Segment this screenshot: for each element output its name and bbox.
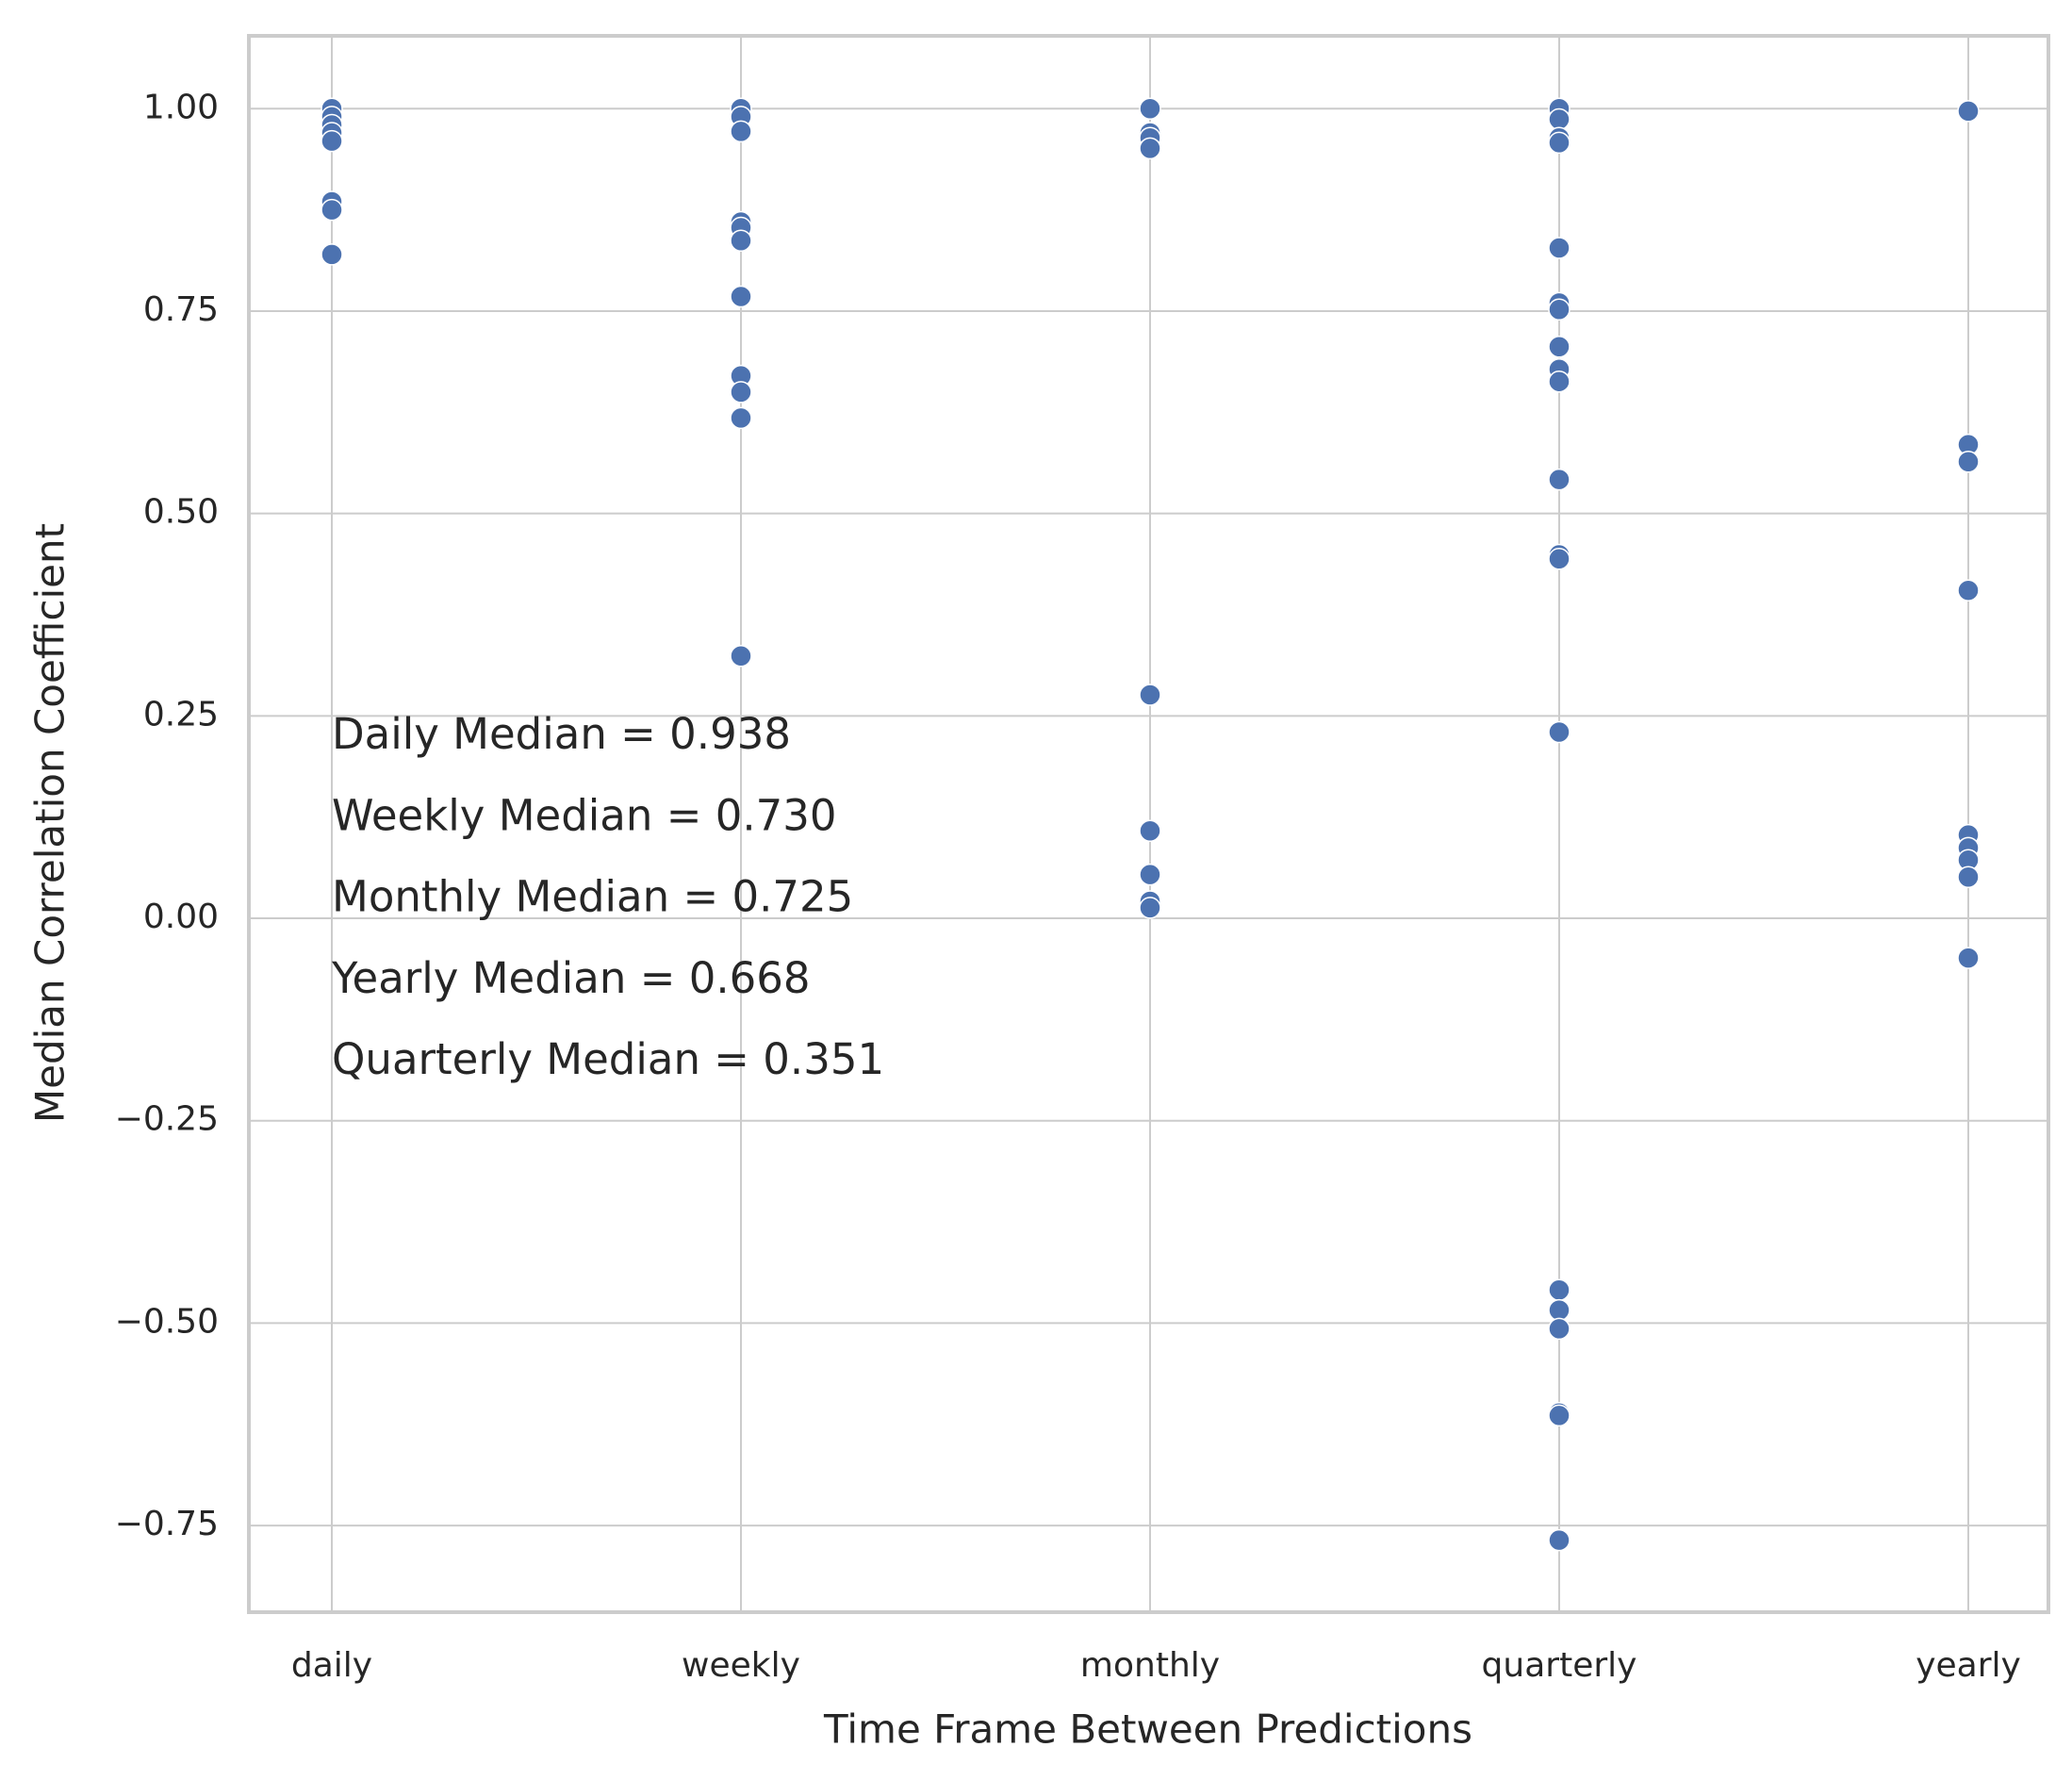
data-point [1548, 1528, 1570, 1552]
plot-frame [247, 34, 2050, 1614]
data-point [1548, 237, 1570, 259]
data-point [1957, 865, 1980, 888]
data-point [1548, 548, 1570, 570]
y-axis-label: Median Correlation Coefficient [27, 523, 74, 1123]
data-point [730, 645, 752, 668]
x-axis-label: Time Frame Between Predictions [823, 1706, 1472, 1753]
data-point [1957, 450, 1980, 473]
data-point [1548, 720, 1570, 744]
data-point [1548, 336, 1570, 358]
data-point [1548, 107, 1570, 131]
data-point [730, 381, 752, 404]
data-point [730, 120, 752, 143]
y-tick-label: 0.25 [143, 695, 219, 733]
data-point [730, 229, 752, 253]
annotation: Daily Median = 0.938 [332, 709, 791, 759]
y-tick-label: 0.00 [143, 898, 219, 936]
x-tick-label: yearly [1916, 1646, 2021, 1685]
data-point [1139, 684, 1161, 706]
annotation: Monthly Median = 0.725 [332, 872, 853, 922]
data-point [1139, 819, 1161, 843]
y-tick-label: 0.75 [143, 290, 219, 329]
x-tick-label: daily [291, 1646, 372, 1685]
data-point [1548, 131, 1570, 155]
data-point [1548, 1404, 1570, 1427]
data-point [1548, 1278, 1570, 1301]
data-point [321, 198, 343, 222]
annotation: Weekly Median = 0.730 [332, 790, 837, 840]
data-point [1957, 579, 1980, 602]
x-tick-label: monthly [1080, 1646, 1220, 1685]
data-point [1548, 370, 1570, 393]
annotation: Quarterly Median = 0.351 [332, 1034, 884, 1084]
data-point [1957, 100, 1980, 123]
data-point [321, 129, 343, 153]
data-point [1548, 1298, 1570, 1322]
data-point [730, 406, 752, 430]
data-point [1548, 1317, 1570, 1341]
data-point [1548, 468, 1570, 491]
data-point [1139, 97, 1161, 121]
data-point [1139, 137, 1161, 160]
y-tick-label: 0.50 [143, 493, 219, 532]
data-point [321, 243, 343, 266]
y-tick-label: −0.50 [115, 1302, 219, 1341]
x-tick-label: weekly [682, 1646, 800, 1685]
y-tick-label: 1.00 [143, 88, 219, 126]
data-point [1139, 863, 1161, 886]
data-point [1957, 947, 1980, 969]
y-tick-label: −0.25 [115, 1100, 219, 1139]
data-point [1548, 298, 1570, 321]
x-tick-label: quarterly [1482, 1646, 1637, 1685]
data-point [1139, 897, 1161, 919]
data-point [730, 285, 752, 308]
annotation: Yearly Median = 0.668 [331, 953, 811, 1003]
y-tick-label: −0.75 [115, 1505, 219, 1543]
